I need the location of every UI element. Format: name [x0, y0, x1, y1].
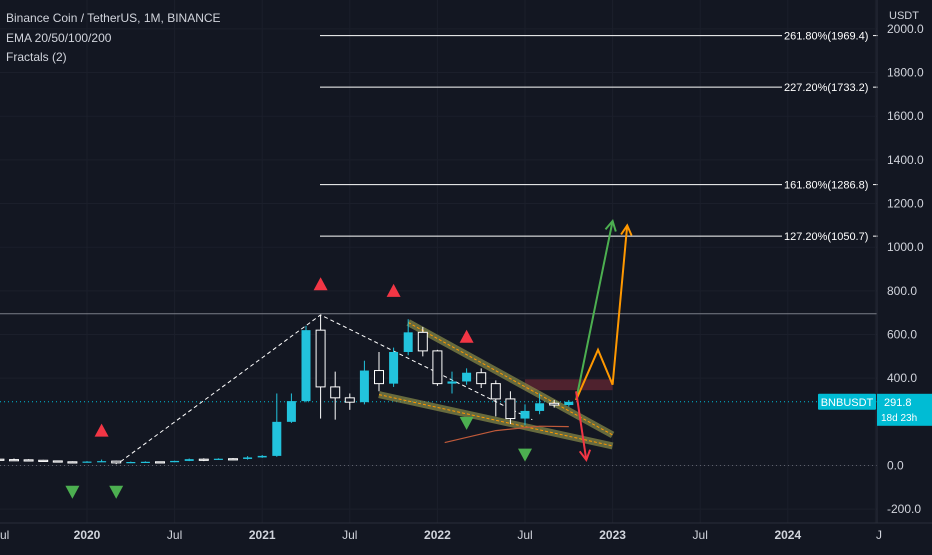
candle-body	[272, 421, 282, 456]
candle-body	[359, 370, 369, 403]
time-tick-label: 2023	[599, 528, 626, 542]
price-tag-value: 291.8	[884, 397, 912, 409]
price-tick-label: 1200.0	[887, 197, 924, 211]
fib-level-label: 161.80%(1286.8)	[784, 180, 868, 192]
bullish-orange-arrow-head	[620, 223, 633, 236]
fractals-indicator-label[interactable]: Fractals (2)	[6, 50, 67, 64]
fractal-down-marker	[109, 485, 124, 499]
price-tick-label: 400.0	[887, 371, 917, 385]
plot-area	[0, 0, 877, 523]
bullish-green-arrow-head	[604, 218, 617, 232]
bearish-red-arrow-head	[578, 449, 592, 463]
candle-body	[140, 461, 150, 463]
candle-body	[330, 386, 341, 399]
candle-body	[52, 460, 63, 463]
candle-body	[417, 331, 428, 352]
price-tick-label: 0.0	[887, 459, 904, 473]
bullish-green-arrow	[575, 220, 614, 401]
candle-countdown: 18d 23h	[881, 413, 917, 424]
time-tick-label: 2021	[249, 528, 276, 542]
time-tick-label: 2022	[424, 528, 451, 542]
candle-body	[228, 458, 238, 461]
candle-body	[447, 381, 457, 384]
candle-body	[389, 351, 399, 384]
time-tick-label: 2020	[74, 528, 101, 542]
candle-body	[9, 459, 19, 462]
time-tick-label: J	[876, 528, 882, 542]
time-tick-label: 2024	[774, 528, 801, 542]
price-tick-label: 1000.0	[887, 240, 924, 254]
ema-line	[444, 425, 569, 444]
fractal-down-marker	[65, 485, 80, 499]
bearish-red-arrow	[575, 391, 588, 461]
candle-body	[243, 457, 253, 459]
candle-body	[184, 459, 194, 461]
price-tick-label: 1400.0	[887, 153, 924, 167]
price-tick-label: 1600.0	[887, 109, 924, 123]
fractal-up-marker	[94, 423, 109, 437]
time-tick-label: Jul	[342, 528, 357, 542]
candle-body	[490, 383, 501, 400]
candle-body	[374, 370, 384, 385]
price-tick-label: 600.0	[887, 328, 917, 342]
candle-body	[0, 458, 5, 461]
candle-body	[23, 459, 34, 462]
fib-level-label: 227.20%(1733.2)	[784, 82, 868, 94]
fib-level-label: 127.20%(1050.7)	[784, 231, 868, 243]
candle-body	[286, 401, 296, 422]
candle-body	[67, 461, 78, 464]
resistance-zone	[525, 379, 613, 391]
candle-body	[257, 455, 267, 458]
wedge-upper-line	[407, 322, 613, 436]
candle-body	[535, 403, 545, 411]
time-tick-label: Jul	[517, 528, 532, 542]
price-tick-label: 1800.0	[887, 66, 924, 80]
currency-label[interactable]: USDT	[889, 10, 919, 22]
candle-body	[198, 458, 209, 461]
symbol-tag-name: BNBUSDT	[821, 397, 874, 409]
candle-body	[97, 461, 107, 463]
candle-body	[38, 459, 49, 462]
fractal-up-marker	[313, 277, 328, 291]
candle-body	[432, 350, 443, 385]
time-tick-label: Jul	[167, 528, 182, 542]
candle-body	[462, 372, 472, 382]
ema-indicator-label[interactable]: EMA 20/50/100/200	[6, 31, 112, 45]
candle-body	[505, 398, 516, 420]
symbol-title[interactable]: Binance Coin / TetherUS, 1M, BINANCE	[6, 11, 221, 25]
candle-body	[111, 460, 122, 464]
candle-body	[344, 397, 355, 403]
candle-body	[549, 402, 560, 406]
bullish-orange-arrow	[575, 225, 629, 401]
wedge-lower-line-band	[378, 391, 614, 450]
symbol-tag-bg	[818, 393, 876, 410]
candle-body	[476, 372, 487, 385]
candle-body	[213, 458, 223, 460]
candle-body	[564, 401, 574, 406]
price-tick-label: 2000.0	[887, 22, 924, 36]
candle-body	[403, 332, 413, 352]
fib-level-label: 261.80%(1969.4)	[784, 31, 868, 43]
candle-body	[315, 329, 326, 388]
fractal-down-marker	[459, 416, 474, 430]
time-tick-label: ul	[0, 528, 9, 542]
candle-body	[126, 462, 136, 464]
time-tick-label: Jul	[693, 528, 708, 542]
candle-body	[82, 461, 92, 463]
candle-body	[170, 460, 180, 463]
price-tick-label: -200.0	[887, 502, 921, 516]
fractal-up-marker	[459, 329, 474, 343]
fractal-up-marker	[386, 283, 401, 297]
price-tick-label: 800.0	[887, 284, 917, 298]
candle-body	[301, 330, 311, 402]
fractal-down-marker	[518, 448, 532, 462]
candle-body	[520, 410, 530, 419]
candle-body	[155, 461, 165, 464]
price-tag-bg	[877, 393, 932, 426]
